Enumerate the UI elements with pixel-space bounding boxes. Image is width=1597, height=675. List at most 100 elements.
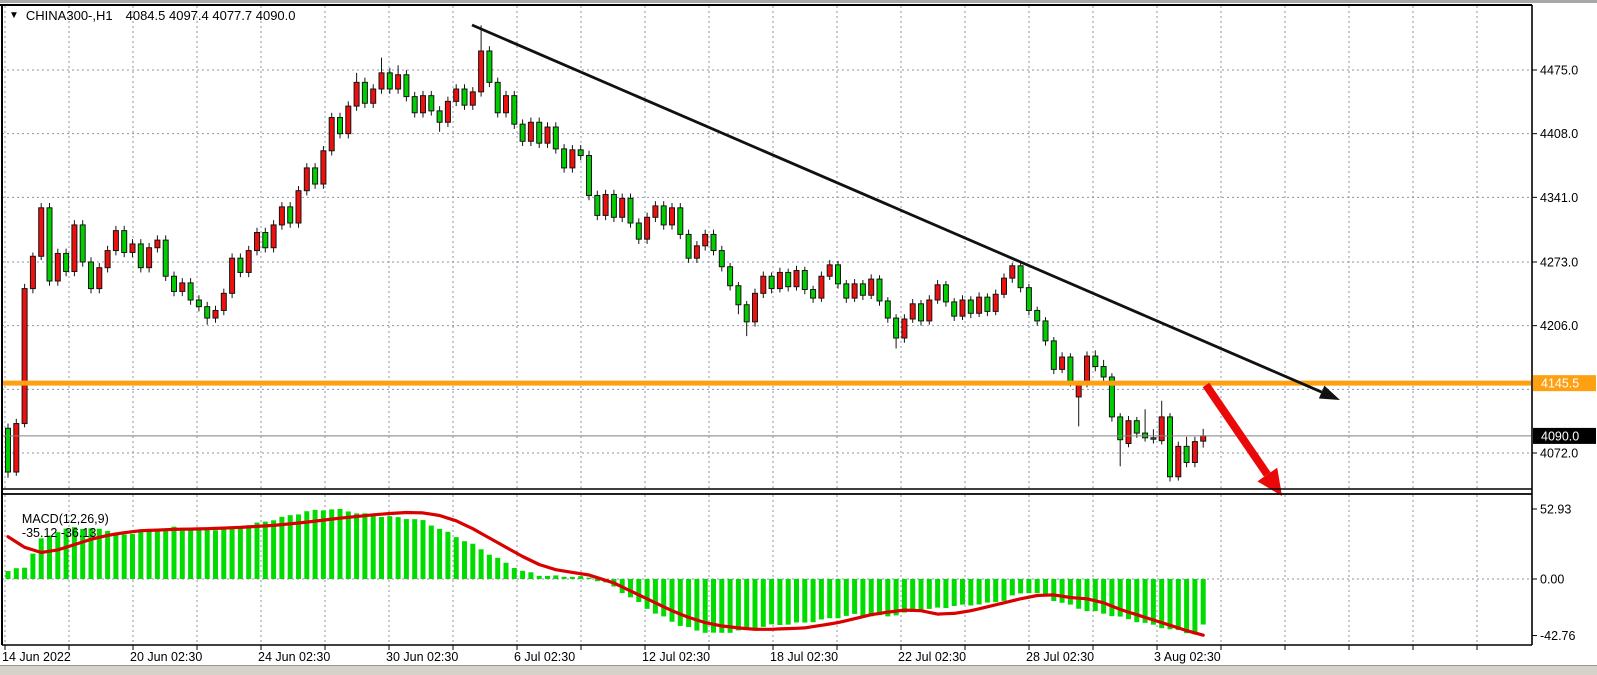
macd-histogram-bar (752, 579, 758, 629)
macd-histogram-bar (237, 526, 243, 579)
candle-down (237, 257, 244, 273)
price-axis-label: 4273.0 (1540, 255, 1578, 269)
candle-down (876, 278, 883, 302)
candle-down (386, 72, 393, 90)
macd-histogram-bar (810, 579, 816, 623)
candle-down (1067, 356, 1074, 383)
macd-histogram-bar (893, 579, 899, 616)
macd-histogram-bar (1117, 579, 1123, 617)
candle-down (660, 205, 667, 226)
candle-up (71, 224, 78, 272)
macd-histogram-bar (304, 511, 310, 579)
macd-histogram-bar (868, 579, 874, 617)
macd-histogram-bar (221, 528, 227, 579)
candle-up (760, 275, 767, 294)
candle-down (586, 155, 592, 196)
red-down-arrow[interactable] (1202, 382, 1271, 477)
candle-down (1183, 445, 1190, 464)
window-top-edge (0, 0, 1597, 3)
macd-histogram-bar (312, 509, 318, 579)
candle-up (453, 88, 460, 102)
candle-up (602, 194, 609, 216)
macd-histogram-bar (395, 517, 401, 579)
candle-down (195, 299, 202, 308)
macd-histogram-bar (1167, 579, 1173, 630)
trendline-arrow-head (1318, 385, 1340, 400)
macd-histogram-bar (1101, 579, 1107, 614)
macd-histogram-bar (1200, 579, 1206, 625)
candle-up (776, 271, 783, 290)
candle-down (718, 250, 725, 268)
candle-down (494, 81, 501, 114)
candle-down (1167, 416, 1173, 478)
macd-histogram-bar (146, 529, 152, 579)
candle-down (88, 261, 94, 290)
macd-histogram-bar (843, 579, 849, 616)
macd-histogram-bar (1018, 579, 1024, 594)
candle-down (552, 126, 559, 150)
candle-down (835, 264, 841, 285)
macd-histogram-bar (271, 520, 277, 579)
macd-histogram-bar (835, 579, 841, 619)
macd-name: MACD(12,26,9) (21, 512, 109, 526)
time-axis-label: 18 Jul 02:30 (770, 650, 838, 664)
macd-histogram-bar (677, 579, 683, 626)
macd-histogram-bar (553, 575, 559, 579)
macd-histogram-bar (719, 579, 725, 633)
macd-values: -35.12 -36.13 (21, 526, 97, 540)
candle-up (179, 282, 186, 292)
macd-histogram-bar (1084, 579, 1090, 612)
candle-up (96, 267, 103, 290)
macd-histogram-bar (113, 532, 119, 579)
macd-histogram-bar (495, 557, 501, 579)
macd-histogram-bar (661, 579, 667, 617)
candle-down (843, 283, 850, 299)
macd-histogram-bar (935, 579, 941, 608)
candle-up (1001, 277, 1007, 295)
macd-histogram-bar (1184, 579, 1190, 634)
candle-down (685, 233, 692, 259)
candle-up (353, 81, 360, 107)
macd-histogram-bar (918, 579, 924, 612)
macd-histogram-bar (644, 579, 650, 609)
candle-up (320, 150, 327, 185)
grid-layer (2, 6, 1531, 644)
candle-down (486, 50, 493, 83)
candle-down (411, 96, 418, 114)
macd-histogram-bar (1026, 579, 1032, 594)
candle-down (1034, 309, 1041, 322)
candle-down (162, 239, 169, 277)
candle-down (859, 283, 866, 296)
macd-histogram-bar (860, 579, 866, 617)
macd-histogram-bar (827, 579, 833, 619)
macd-histogram-bar (735, 579, 741, 631)
candle-down (735, 285, 742, 306)
candle-up (644, 216, 651, 240)
time-axis-label: 22 Jul 02:30 (898, 650, 966, 664)
trendline-arrow[interactable] (471, 23, 1323, 394)
symbol-dropdown-icon[interactable]: ▼ (9, 9, 19, 21)
macd-histogram-bar (885, 579, 891, 617)
macd-histogram-bar (5, 571, 11, 579)
candle-down (1025, 287, 1032, 311)
candle-up (909, 303, 916, 320)
candle-down (577, 149, 584, 157)
macd-histogram-bar (80, 528, 86, 579)
candle-up (818, 275, 825, 299)
macd-layer (5, 508, 1206, 637)
candle-up (1125, 420, 1132, 445)
macd-histogram-bar (71, 527, 77, 579)
candle-up (544, 126, 551, 144)
macd-scale-label: 52.93 (1540, 502, 1571, 516)
candle-down (610, 194, 617, 218)
candle-up (1200, 435, 1207, 442)
candle-up (868, 278, 875, 296)
macd-histogram-bar (520, 570, 526, 579)
candle-down (46, 207, 53, 282)
candle-down (785, 271, 792, 288)
macd-histogram-bar (744, 579, 750, 629)
candle-up (303, 167, 310, 192)
macd-histogram-bar (88, 528, 94, 579)
macd-histogram-bar (951, 579, 957, 607)
